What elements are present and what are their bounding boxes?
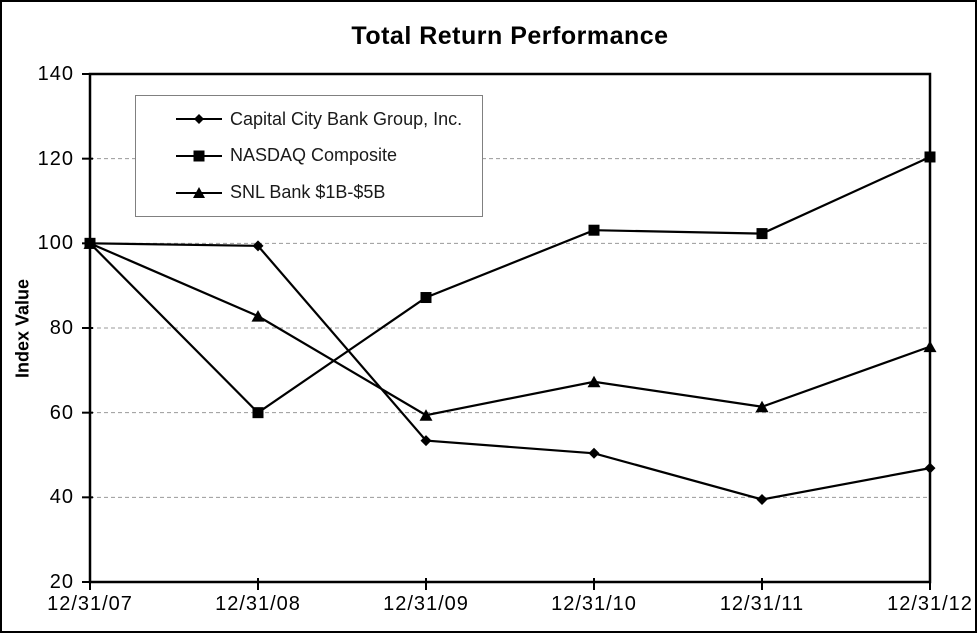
diamond-data-marker — [588, 447, 600, 459]
series-line — [89, 242, 931, 417]
triangle-data-marker — [587, 375, 601, 388]
diamond-data-marker — [420, 435, 432, 447]
x-tick-label: 12/31/07 — [47, 593, 133, 615]
x-tick-label: 12/31/09 — [383, 593, 469, 615]
square-data-marker — [420, 292, 432, 304]
square-data-marker — [756, 228, 768, 240]
legend-entry-nasdaq: NASDAQ Composite — [176, 139, 482, 173]
chart-legend: Capital City Bank Group, Inc. NASDAQ Com… — [135, 95, 483, 217]
triangle-data-marker — [923, 340, 937, 353]
triangle-data-marker — [251, 310, 265, 322]
square-data-marker — [588, 224, 600, 236]
square-data-marker — [252, 407, 264, 419]
square-data-marker — [924, 151, 936, 163]
y-tick-label: 120 — [37, 147, 74, 170]
diamond-data-marker — [756, 493, 768, 505]
chart-title: Total Return Performance — [351, 22, 669, 50]
triangle-data-marker — [419, 409, 433, 421]
square-marker-icon — [176, 150, 222, 162]
y-tick-label: 80 — [49, 317, 74, 339]
legend-label: SNL Bank $1B-$5B — [230, 182, 386, 203]
diamond-data-marker — [924, 462, 936, 474]
diamond-marker-icon — [176, 114, 222, 125]
triangle-data-marker — [83, 237, 97, 249]
y-tick-label: 20 — [49, 571, 74, 593]
series-line — [89, 242, 931, 501]
plot-area — [82, 72, 937, 590]
x-tick-label: 12/31/10 — [551, 593, 637, 615]
legend-label: NASDAQ Composite — [230, 145, 398, 166]
y-tick-label: 140 — [37, 63, 74, 85]
triangle-marker-icon — [176, 186, 222, 198]
legend-label: Capital City Bank Group, Inc. — [230, 108, 463, 129]
triangle-data-marker — [755, 400, 769, 413]
y-tick-label: 60 — [49, 401, 74, 424]
x-tick-label: 12/31/12 — [887, 593, 973, 615]
diamond-data-marker — [252, 240, 264, 252]
y-tick-label: 40 — [49, 486, 74, 509]
legend-entry-snl-bank: SNL Bank $1B-$5B — [176, 176, 482, 210]
x-tick-label: 12/31/08 — [215, 593, 301, 615]
legend-entry-capital-city: Capital City Bank Group, Inc. — [176, 102, 482, 136]
y-tick-label: 100 — [37, 232, 74, 255]
x-tick-label: 12/31/11 — [719, 593, 805, 615]
series-line — [89, 155, 931, 415]
